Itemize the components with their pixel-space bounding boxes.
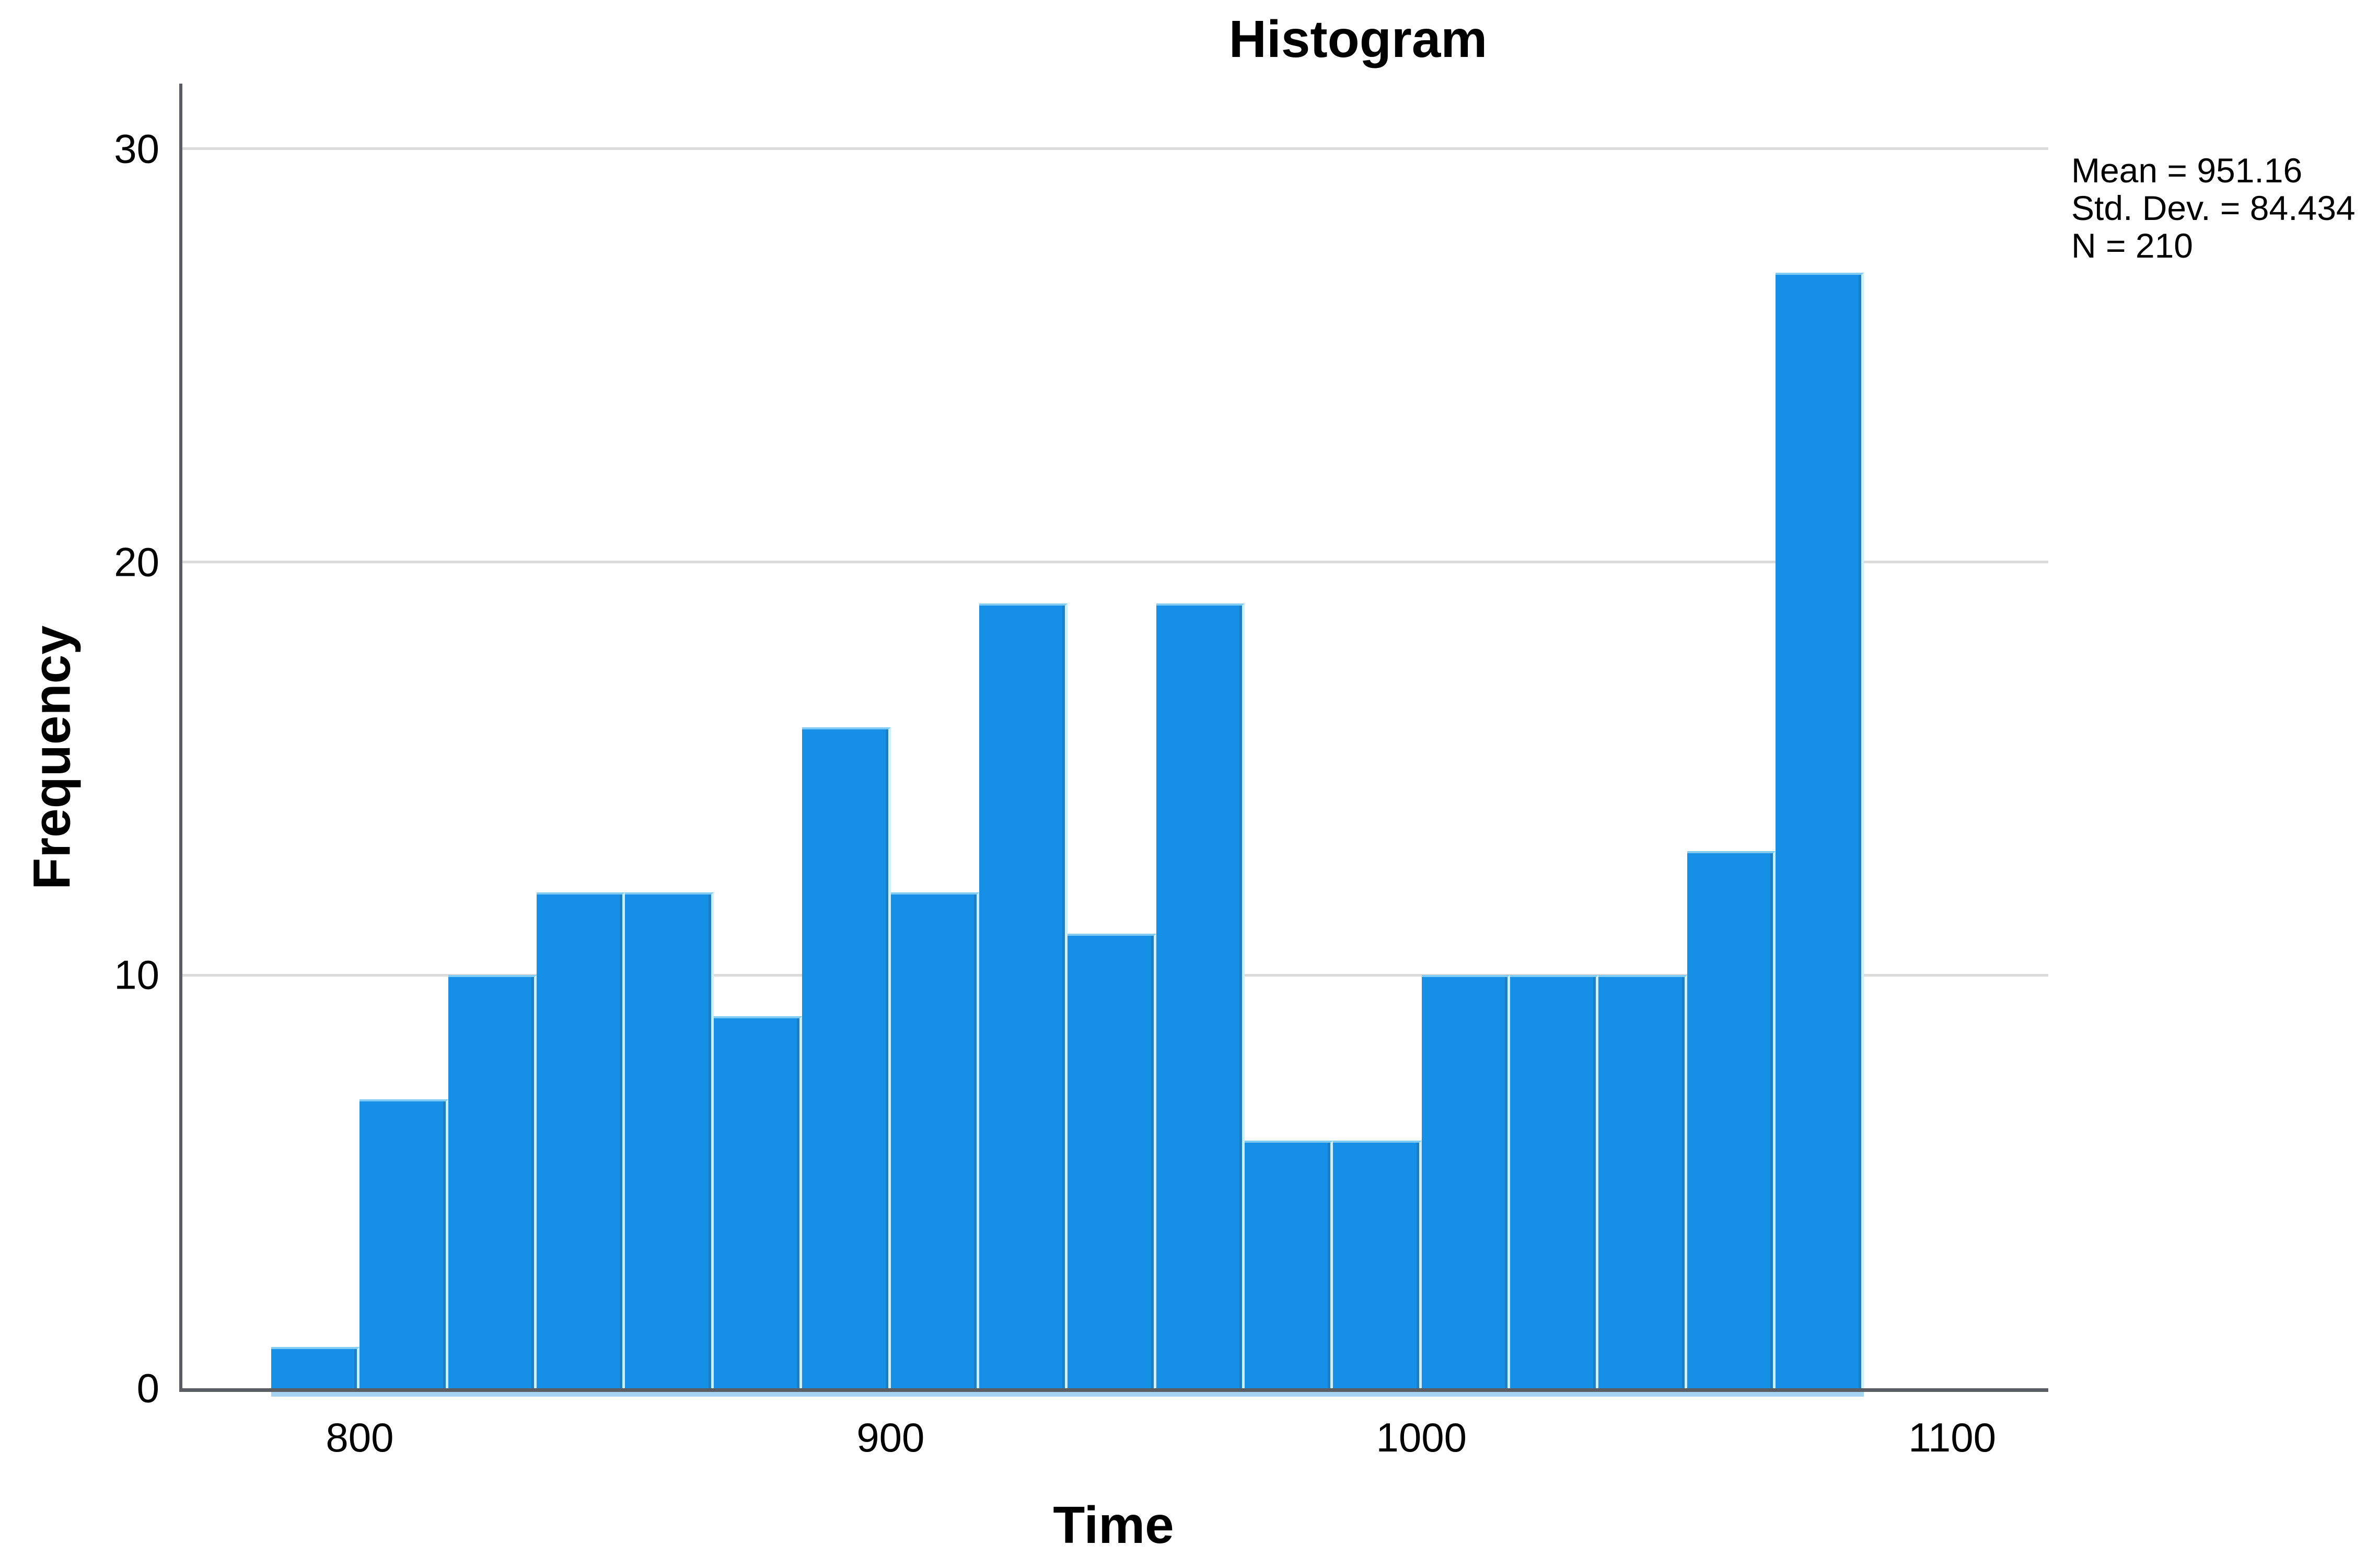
stats-annotation: Mean = 951.16 Std. Dev. = 84.434 N = 210 [2071, 152, 2356, 264]
under-axis-strip [271, 1392, 1864, 1397]
histogram-bar [890, 892, 979, 1388]
x-tick-label-900: 900 [856, 1414, 925, 1460]
gridline-y-30 [179, 147, 2048, 150]
histogram-bar [359, 1099, 448, 1388]
histogram-bar [1421, 975, 1510, 1388]
gridline-y-20 [179, 561, 2048, 564]
histogram-bar [1510, 975, 1599, 1388]
histogram-bar [1156, 603, 1245, 1388]
y-axis-line [179, 84, 182, 1392]
histogram-bar [1687, 851, 1776, 1388]
y-tick-label-0: 0 [136, 1365, 159, 1411]
x-tick-label-1000: 1000 [1376, 1414, 1467, 1460]
x-tick-label-1100: 1100 [1908, 1414, 1996, 1460]
y-tick-label-30: 30 [114, 125, 159, 172]
stat-std-dev: Std. Dev. = 84.434 [2071, 189, 2356, 227]
histogram-bar [1776, 273, 1864, 1388]
histogram-bar [448, 975, 537, 1388]
histogram-bar [537, 892, 625, 1388]
histogram-bar [1068, 934, 1156, 1388]
histogram-bar [802, 727, 891, 1388]
histogram-bar [1598, 975, 1687, 1388]
histogram-bar [979, 603, 1068, 1388]
chart-title: Histogram [1228, 10, 1488, 68]
histogram-bar [1244, 1140, 1333, 1388]
y-tick-label-20: 20 [114, 539, 159, 585]
histogram-bar [625, 892, 714, 1388]
stat-n: N = 210 [2071, 226, 2193, 265]
x-axis-line [179, 1388, 2048, 1392]
x-axis-title: Time [1053, 1496, 1174, 1554]
y-tick-label-10: 10 [114, 951, 159, 998]
histogram-bar [271, 1346, 360, 1388]
stat-mean: Mean = 951.16 [2071, 151, 2303, 190]
histogram-bar [1333, 1140, 1422, 1388]
histogram-bar [713, 1016, 803, 1388]
x-tick-label-800: 800 [326, 1414, 394, 1460]
